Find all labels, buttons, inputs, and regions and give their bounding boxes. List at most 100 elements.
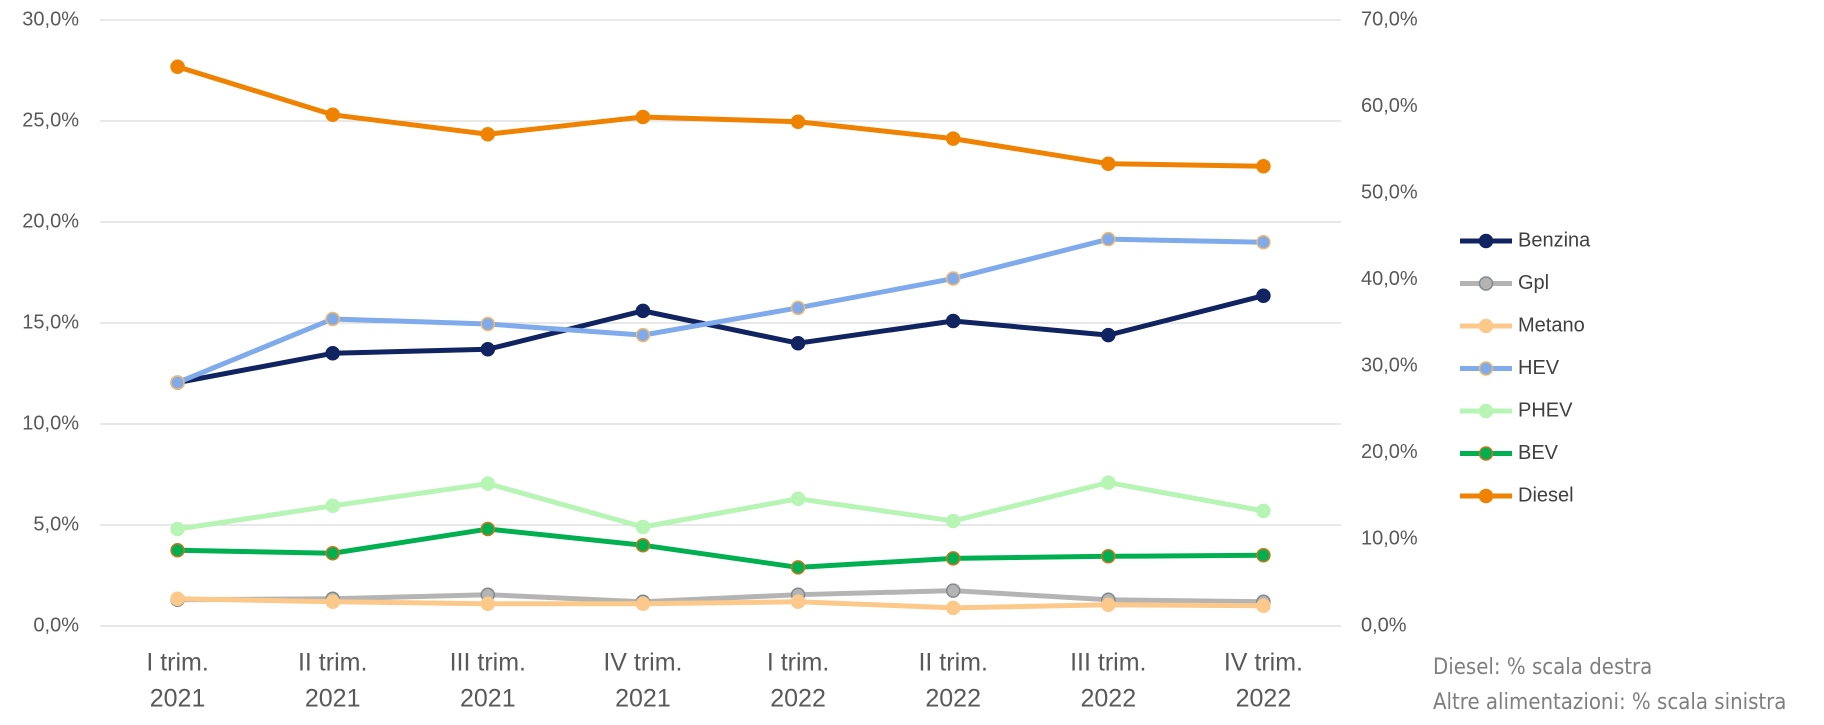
x-tick-label: I trim. bbox=[767, 649, 830, 677]
point bbox=[170, 521, 185, 537]
point bbox=[790, 560, 806, 575]
point bbox=[1256, 234, 1271, 250]
x-tick-label: 2021 bbox=[305, 685, 361, 713]
point bbox=[945, 271, 961, 286]
point bbox=[790, 594, 806, 610]
y2-tick-label: 40,0% bbox=[1361, 268, 1418, 290]
legend-label: BEV bbox=[1518, 442, 1559, 464]
point bbox=[1256, 159, 1271, 174]
x-tick-label: IV trim. bbox=[603, 649, 682, 677]
point bbox=[945, 583, 961, 598]
y-tick-label: 15,0% bbox=[22, 311, 79, 333]
legend-marker bbox=[1478, 446, 1494, 461]
x-tick-label: I trim. bbox=[146, 649, 209, 677]
y-tick-label: 5,0% bbox=[33, 513, 79, 535]
series-line bbox=[177, 526, 1264, 570]
y2-tick-label: 20,0% bbox=[1361, 441, 1418, 463]
point bbox=[325, 498, 340, 514]
point bbox=[1256, 288, 1271, 303]
point bbox=[480, 127, 496, 142]
legend-label: HEV bbox=[1518, 357, 1560, 379]
y2-tick-label: 10,0% bbox=[1361, 528, 1418, 550]
legend-marker bbox=[1478, 403, 1494, 419]
point bbox=[325, 107, 340, 123]
point bbox=[1256, 548, 1271, 563]
point bbox=[790, 491, 806, 506]
x-tick-label: 2021 bbox=[615, 685, 671, 713]
point bbox=[170, 543, 185, 558]
point bbox=[480, 476, 496, 491]
point bbox=[635, 596, 651, 612]
point bbox=[1101, 327, 1116, 343]
x-tick-label: 2022 bbox=[925, 685, 981, 713]
x-tick-label: II trim. bbox=[918, 649, 987, 677]
point bbox=[480, 521, 496, 537]
point bbox=[945, 551, 961, 566]
point bbox=[170, 591, 185, 606]
series-line bbox=[176, 64, 1264, 169]
series-line bbox=[177, 293, 1265, 386]
y2-tick-label: 60,0% bbox=[1361, 95, 1418, 117]
x-tick-label: 2021 bbox=[150, 685, 206, 713]
legend-marker bbox=[1478, 318, 1494, 334]
series-line bbox=[176, 236, 1264, 385]
point bbox=[480, 316, 496, 332]
legend-marker bbox=[1478, 233, 1494, 249]
point bbox=[1101, 231, 1116, 247]
point bbox=[790, 335, 806, 351]
y2-tick-label: 30,0% bbox=[1361, 355, 1418, 377]
y-tick-label: 20,0% bbox=[22, 210, 79, 232]
x-tick-label: II trim. bbox=[298, 649, 367, 677]
point bbox=[1256, 503, 1271, 519]
point bbox=[635, 519, 651, 535]
point bbox=[325, 311, 340, 327]
point bbox=[635, 327, 651, 343]
point bbox=[1101, 475, 1116, 490]
legend-label: Gpl bbox=[1518, 272, 1549, 294]
point bbox=[635, 303, 651, 319]
point bbox=[945, 513, 961, 529]
y2-tick-label: 70,0% bbox=[1361, 8, 1418, 30]
x-tick-label: III trim. bbox=[450, 649, 526, 677]
point bbox=[325, 594, 340, 610]
point bbox=[945, 313, 961, 329]
point bbox=[170, 59, 185, 74]
x-tick-label: III trim. bbox=[1070, 649, 1146, 677]
y-tick-label: 30,0% bbox=[22, 8, 79, 30]
y2-tick-label: 50,0% bbox=[1361, 181, 1418, 203]
legend-label: Metano bbox=[1518, 314, 1585, 336]
point bbox=[790, 114, 806, 129]
point bbox=[170, 375, 185, 390]
point bbox=[1101, 597, 1116, 613]
point bbox=[325, 546, 340, 561]
y2-tick-label: 0,0% bbox=[1361, 614, 1407, 636]
point bbox=[480, 342, 496, 357]
series-line bbox=[177, 596, 1264, 611]
annotation: Altre alimentazioni: % scala sinistra bbox=[1433, 690, 1786, 715]
series-line bbox=[177, 588, 1264, 605]
point bbox=[790, 300, 806, 316]
legend-marker bbox=[1478, 276, 1494, 291]
y-tick-label: 25,0% bbox=[22, 109, 79, 131]
point bbox=[945, 600, 961, 616]
point bbox=[1101, 156, 1116, 171]
point bbox=[635, 537, 651, 553]
legend-label: PHEV bbox=[1518, 399, 1573, 421]
x-tick-label: 2022 bbox=[770, 685, 826, 713]
legend-label: Benzina bbox=[1518, 229, 1591, 251]
point bbox=[635, 109, 651, 125]
y-tick-label: 10,0% bbox=[22, 412, 79, 434]
x-tick-label: 2021 bbox=[460, 685, 516, 713]
point bbox=[1256, 598, 1271, 614]
point bbox=[325, 346, 340, 361]
x-tick-label: 2022 bbox=[1081, 685, 1137, 713]
series-line bbox=[177, 480, 1264, 532]
legend-label: Diesel bbox=[1518, 484, 1574, 506]
legend-marker bbox=[1478, 488, 1494, 504]
annotation: Diesel: % scala destra bbox=[1433, 655, 1652, 680]
x-tick-label: 2022 bbox=[1236, 685, 1292, 713]
point bbox=[1101, 549, 1116, 564]
y-tick-label: 0,0% bbox=[33, 614, 79, 636]
x-tick-label: IV trim. bbox=[1224, 649, 1303, 677]
